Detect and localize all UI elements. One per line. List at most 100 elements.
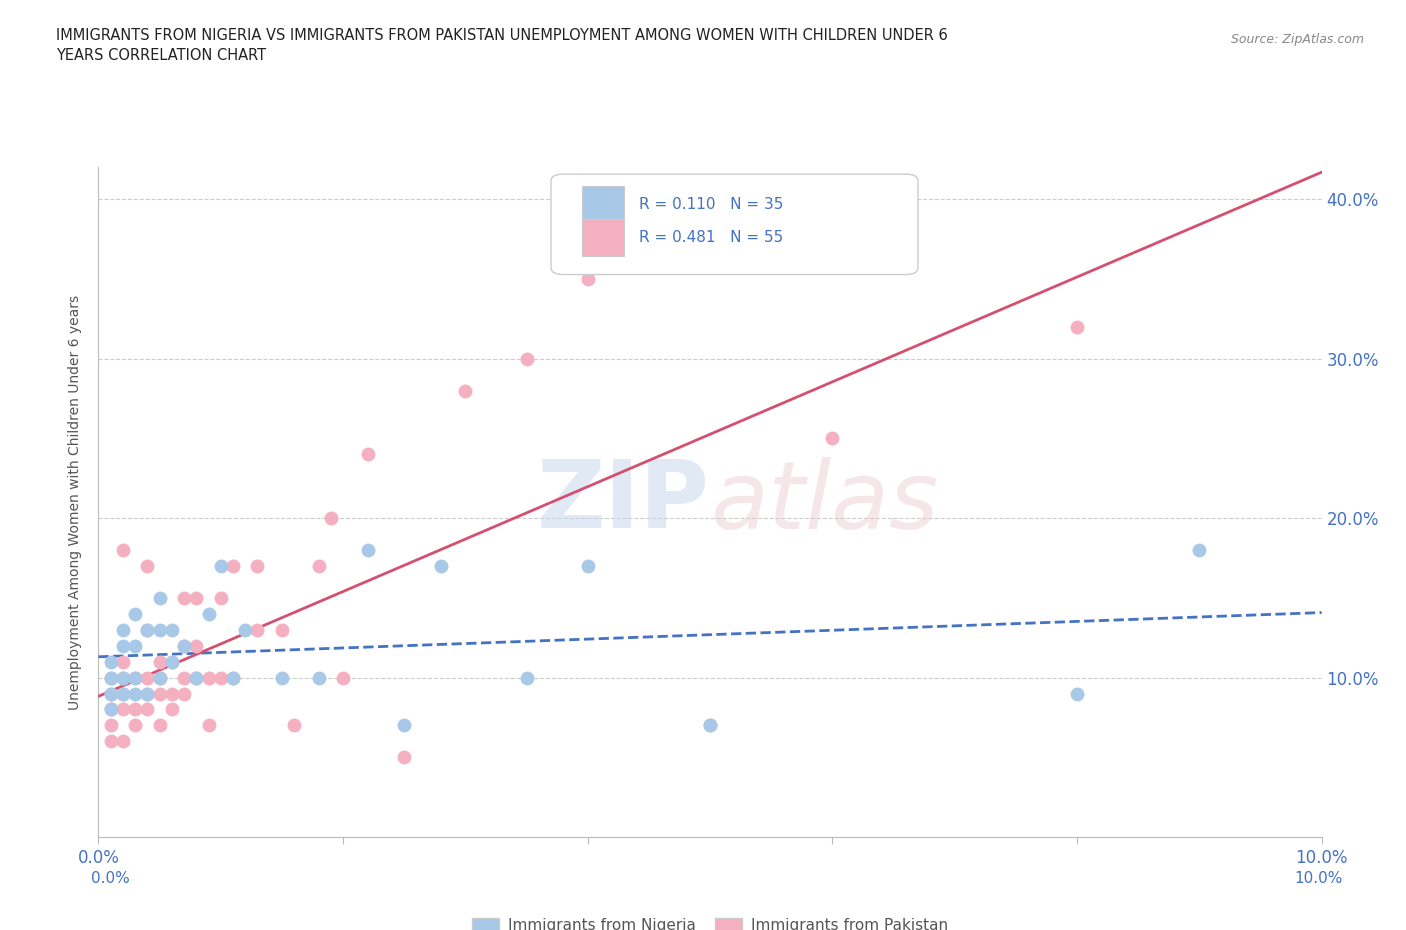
Text: atlas: atlas [710,457,938,548]
Point [173,638,195,653]
Point [100,671,122,685]
Point [136,686,159,701]
Point [246,622,269,637]
Point [111,686,134,701]
Point [308,559,330,574]
Point [100,734,122,749]
Point [124,718,146,733]
Point [111,686,134,701]
Point [209,671,232,685]
Point [699,718,721,733]
Point [111,702,134,717]
Point [111,654,134,669]
Point [124,702,146,717]
Point [160,622,183,637]
Point [111,542,134,557]
Point [136,559,159,574]
Point [233,622,256,637]
Point [173,686,195,701]
Point [136,622,159,637]
Point [124,671,146,685]
Point [111,671,134,685]
Point [100,686,122,701]
Point [1066,319,1088,334]
Point [186,638,208,653]
Point [160,686,183,701]
Point [576,272,599,286]
Point [111,734,134,749]
Point [186,591,208,605]
Point [1066,686,1088,701]
Point [149,718,172,733]
Point [270,622,292,637]
Point [197,718,219,733]
Text: R = 0.481   N = 55: R = 0.481 N = 55 [640,231,783,246]
Point [392,750,416,764]
Point [149,591,172,605]
Point [283,718,305,733]
Point [160,654,183,669]
Point [454,383,477,398]
Point [197,606,219,621]
Point [392,718,416,733]
Point [100,654,122,669]
Point [111,671,134,685]
FancyBboxPatch shape [582,186,624,222]
Text: R = 0.110   N = 35: R = 0.110 N = 35 [640,197,783,212]
Point [149,686,172,701]
Point [270,671,292,685]
Point [124,671,146,685]
Point [136,686,159,701]
Text: 0.0%: 0.0% [91,871,131,886]
Point [124,638,146,653]
Point [100,686,122,701]
Point [136,622,159,637]
Point [246,559,269,574]
Point [356,447,378,462]
Text: 10.0%: 10.0% [1295,871,1343,886]
Point [124,606,146,621]
Point [100,671,122,685]
Y-axis label: Unemployment Among Women with Children Under 6 years: Unemployment Among Women with Children U… [69,295,83,710]
Point [209,591,232,605]
Point [222,559,245,574]
Point [136,702,159,717]
Point [160,654,183,669]
Point [516,671,538,685]
Point [883,240,905,255]
Point [149,671,172,685]
Point [356,542,378,557]
Point [173,671,195,685]
Point [197,671,219,685]
Point [124,686,146,701]
Point [149,671,172,685]
Point [160,702,183,717]
Point [699,718,721,733]
Point [186,671,208,685]
Point [186,671,208,685]
Point [111,622,134,637]
Text: Source: ZipAtlas.com: Source: ZipAtlas.com [1230,33,1364,46]
Point [319,511,342,525]
Point [209,559,232,574]
Point [576,559,599,574]
Point [111,638,134,653]
Point [516,352,538,366]
Point [149,654,172,669]
Point [308,671,330,685]
FancyBboxPatch shape [582,219,624,256]
Point [222,671,245,685]
Point [222,671,245,685]
Legend: Immigrants from Nigeria, Immigrants from Pakistan: Immigrants from Nigeria, Immigrants from… [465,911,955,930]
Point [136,671,159,685]
Point [1188,542,1211,557]
Point [173,638,195,653]
Point [100,702,122,717]
Text: IMMIGRANTS FROM NIGERIA VS IMMIGRANTS FROM PAKISTAN UNEMPLOYMENT AMONG WOMEN WIT: IMMIGRANTS FROM NIGERIA VS IMMIGRANTS FR… [56,28,948,62]
Point [100,718,122,733]
Point [332,671,354,685]
Point [821,431,844,445]
Point [100,702,122,717]
Point [149,622,172,637]
Point [430,559,453,574]
